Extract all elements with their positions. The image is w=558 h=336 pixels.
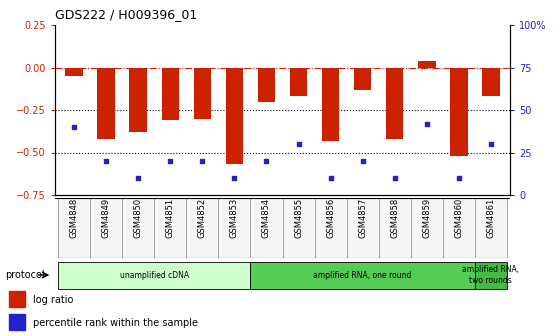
Bar (450, 68, 468, 156)
Point (422, 121, 431, 126)
Text: GSM4855: GSM4855 (294, 198, 303, 238)
Point (102, 158, 110, 164)
Point (358, 158, 367, 164)
Point (230, 175, 239, 181)
Text: GSM4853: GSM4853 (230, 198, 239, 238)
Text: unamplified cDNA: unamplified cDNA (120, 270, 189, 280)
Bar (122, 198, 155, 258)
Text: GSM4849: GSM4849 (102, 198, 111, 238)
Bar (475, 198, 507, 258)
Bar (482, 68, 499, 96)
Bar (129, 68, 147, 132)
Point (166, 158, 175, 164)
Text: GSM4861: GSM4861 (486, 198, 496, 238)
Text: GSM4850: GSM4850 (134, 198, 143, 238)
Text: GSM4851: GSM4851 (166, 198, 175, 238)
Bar (98, 68, 115, 139)
Bar (418, 61, 435, 68)
Text: log ratio: log ratio (33, 295, 73, 304)
Bar (258, 68, 275, 101)
Bar (90, 198, 122, 258)
Point (326, 175, 335, 181)
Bar (290, 68, 307, 96)
Text: percentile rank within the sample: percentile rank within the sample (33, 318, 198, 328)
Point (134, 175, 143, 181)
FancyBboxPatch shape (475, 261, 507, 289)
Text: GSM4859: GSM4859 (422, 198, 431, 238)
Bar (379, 198, 411, 258)
Bar (315, 198, 347, 258)
Point (294, 141, 303, 147)
Bar (161, 68, 179, 120)
Bar (386, 68, 403, 139)
Bar (442, 198, 475, 258)
Point (487, 141, 496, 147)
Bar (251, 198, 282, 258)
Bar (282, 198, 315, 258)
Text: GSM4856: GSM4856 (326, 198, 335, 238)
Text: GSM4857: GSM4857 (358, 198, 367, 238)
Point (70, 124, 79, 130)
Point (198, 158, 207, 164)
Bar (9, 314, 25, 330)
Text: protocol: protocol (6, 270, 45, 280)
Bar (9, 291, 25, 307)
Bar (225, 68, 243, 164)
Point (262, 158, 271, 164)
Bar (155, 198, 186, 258)
Bar (65, 68, 83, 76)
Text: GDS222 / H009396_01: GDS222 / H009396_01 (55, 8, 197, 21)
Text: amplified RNA, one round: amplified RNA, one round (314, 270, 412, 280)
Text: amplified RNA,
two rounds: amplified RNA, two rounds (462, 265, 519, 285)
Bar (186, 198, 218, 258)
Bar (411, 198, 442, 258)
Text: GSM4848: GSM4848 (70, 198, 79, 238)
Bar (347, 198, 379, 258)
Bar (194, 68, 211, 119)
Text: GSM4854: GSM4854 (262, 198, 271, 238)
Bar (58, 198, 90, 258)
Bar (354, 68, 372, 90)
Text: GSM4860: GSM4860 (454, 198, 463, 238)
FancyBboxPatch shape (58, 261, 251, 289)
FancyBboxPatch shape (251, 261, 475, 289)
Text: GSM4852: GSM4852 (198, 198, 207, 238)
Bar (322, 68, 339, 140)
Bar (218, 198, 251, 258)
Text: GSM4858: GSM4858 (390, 198, 399, 238)
Point (390, 175, 399, 181)
Point (454, 175, 463, 181)
